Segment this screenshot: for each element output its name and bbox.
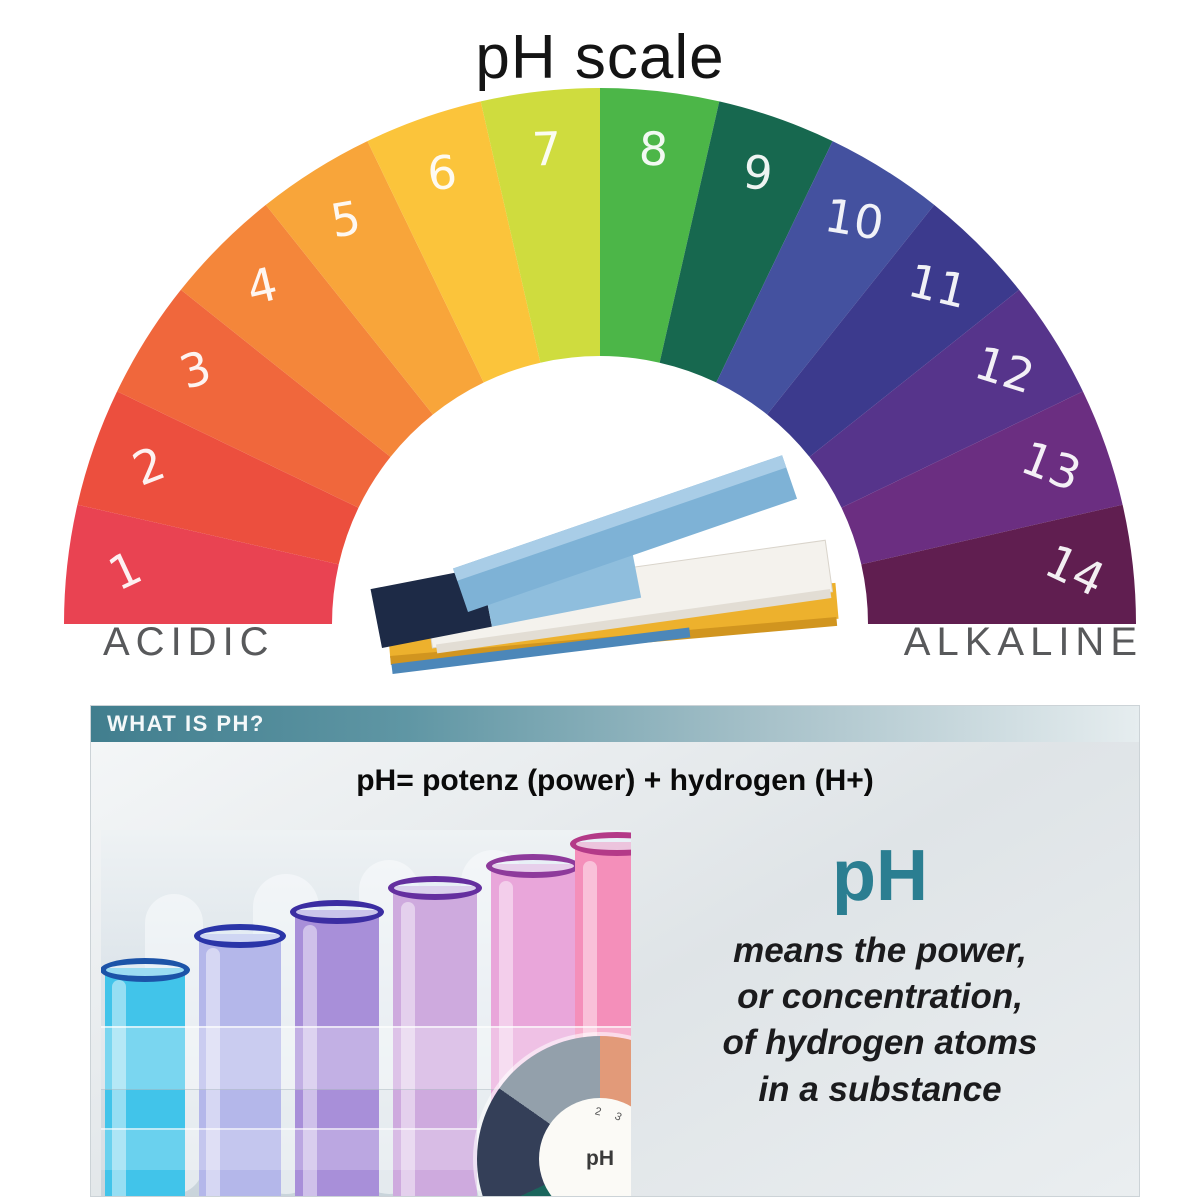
ph-segment-2 [77,391,359,565]
test-tube-violet [388,876,482,1196]
ph-segment-7 [480,87,600,363]
ph-number-10: 10 [821,188,888,251]
ph-number-7: 7 [531,122,562,177]
wheel-ph-label: pH [586,1147,614,1170]
ph-segment-4 [180,204,433,457]
ph-test-strips-illustration [370,455,839,674]
ph-number-8: 8 [638,122,669,177]
test-tube-cyan [101,958,190,1196]
acidic-label: ACIDIC [103,620,275,664]
panel-header-title: WHAT IS PH? [91,706,1139,742]
ph-segment-14 [861,504,1136,624]
ph-segment-8 [600,87,720,363]
ph-description-line: of hydrogen atoms [722,1023,1038,1063]
ph-symbol: pH [832,836,928,916]
test-tube-purple [290,900,384,1196]
test-tube-rim [570,832,631,856]
ph-segment-5 [265,141,484,415]
test-tube-periwinkle [194,924,286,1196]
ph-number-6: 6 [425,144,460,201]
test-tube-rim [486,854,580,878]
panel-body: pH 2 3 pH means the power, or concentrati… [101,830,1129,1196]
ph-description: means the power, or concentration, of hydr… [631,928,1129,1113]
ph-description-line: means the power, [733,931,1027,970]
ph-segment-11 [767,204,1020,457]
ph-segment-13 [841,391,1123,565]
wheel-number: 3 [612,1110,624,1124]
ph-segment-9 [659,101,833,383]
test-tube-rim [194,924,286,948]
ph-segment-1 [63,504,339,624]
ph-segment-10 [716,141,935,415]
ph-description-line: in a substance [758,1069,1002,1109]
alkaline-label: ALKALINE [903,620,1143,664]
ph-segment-6 [367,101,541,383]
ph-description-line: or concentration, [737,977,1023,1017]
wheel-number: 2 [593,1105,603,1119]
ph-number-11: 11 [903,253,973,319]
ph-formula: pH= potenz (power) + hydrogen (H+) [356,764,874,797]
page-title: pH scale [475,23,725,92]
ph-segment-3 [117,289,391,508]
ph-color-wheel-center: pH 2 3 [539,1098,631,1196]
what-is-ph-panel: WHAT IS PH? pH= potenz (power) + hydroge… [90,705,1140,1197]
test-tube-rim [101,958,190,982]
ph-explanation: pH means the power, or concentration, of h… [631,830,1129,1194]
test-tubes-photo: pH 2 3 [101,830,631,1196]
ph-number-9: 9 [741,144,776,201]
test-tube-rim [388,876,482,900]
test-tube-rim [290,900,384,924]
ph-segment-12 [809,289,1083,508]
